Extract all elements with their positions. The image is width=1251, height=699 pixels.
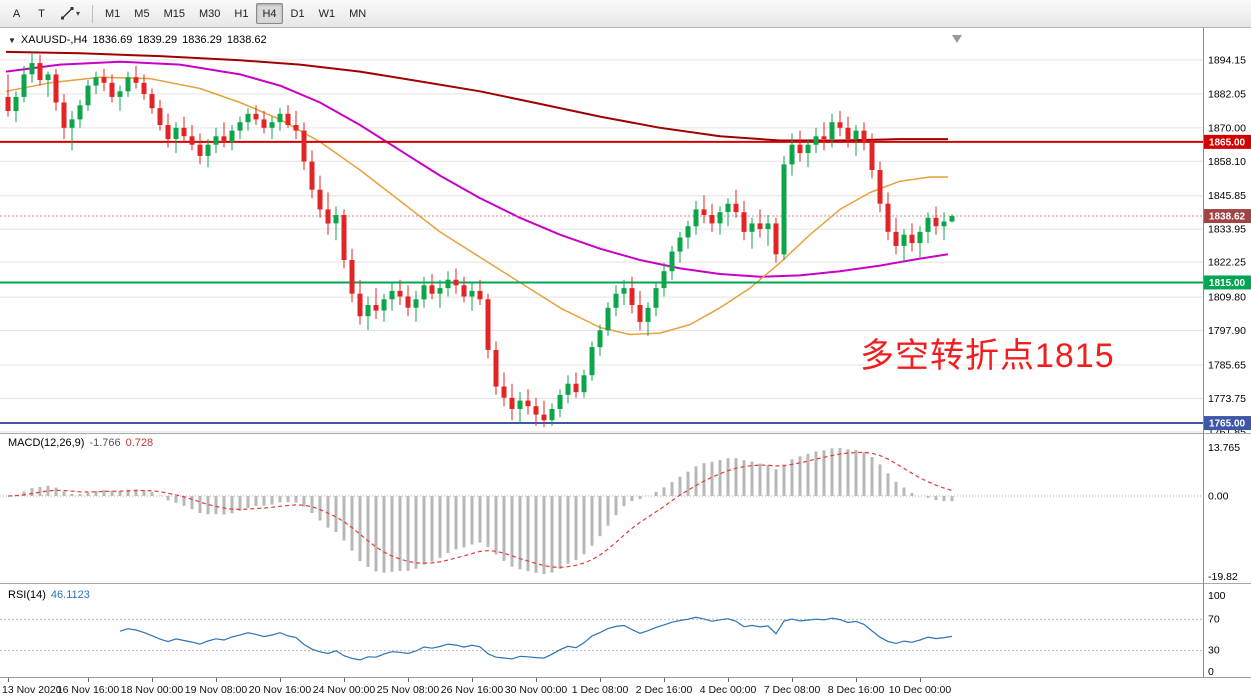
svg-text:1870.00: 1870.00 [1208, 122, 1246, 134]
time-tick [152, 678, 153, 682]
time-tick [88, 678, 89, 682]
timeframe-h1-button[interactable]: H1 [228, 3, 254, 24]
chart-expand-icon[interactable]: ▼ [8, 35, 16, 45]
svg-text:1858.10: 1858.10 [1208, 156, 1246, 168]
svg-text:1838.62: 1838.62 [1209, 212, 1246, 223]
ma-slow-line [5, 50, 948, 142]
time-tick [664, 678, 665, 682]
panel-divider[interactable] [0, 583, 1251, 584]
time-tick [8, 678, 9, 682]
svg-text:1822.25: 1822.25 [1208, 257, 1246, 269]
time-tick [216, 678, 217, 682]
time-axis-label: 18 Nov 00:00 [120, 684, 184, 696]
svg-text:-19.82: -19.82 [1208, 571, 1238, 583]
macd-signal-line [7, 451, 953, 569]
time-tick [856, 678, 857, 682]
time-tick [600, 678, 601, 682]
svg-text:1815.00: 1815.00 [1209, 278, 1246, 289]
svg-text:1809.80: 1809.80 [1208, 292, 1246, 304]
svg-text:70: 70 [1208, 613, 1220, 625]
main-price-chart[interactable]: 1894.15 1882.05 1870.00 1858.10 1845.85 1833.… [0, 28, 1251, 433]
ma-mid-line [5, 60, 949, 278]
svg-text:100: 100 [1208, 590, 1226, 602]
time-tick [536, 678, 537, 682]
chart-shift-marker [952, 35, 962, 43]
toolbar: A T ▾ M1 M5 M15 M30 H1 H4 D1 W1 MN [0, 0, 1251, 28]
time-axis-label: 7 Dec 08:00 [763, 684, 821, 696]
time-axis-label: 19 Nov 08:00 [184, 684, 248, 696]
time-axis-label: 2 Dec 16:00 [635, 684, 693, 696]
ohlc-header: ▼ XAUUSD-,H4 1836.69 1839.29 1836.29 183… [8, 34, 267, 46]
time-axis-label: 4 Dec 00:00 [699, 684, 757, 696]
price-axis-border [1203, 28, 1204, 699]
time-tick [408, 678, 409, 682]
svg-text:1797.90: 1797.90 [1208, 325, 1246, 337]
macd-indicator-panel[interactable]: 13.765 0.00 -19.82 [0, 434, 1251, 583]
time-axis-label: 13 Nov 2020 [2, 684, 62, 696]
svg-text:1865.00: 1865.00 [1209, 137, 1246, 148]
time-tick [920, 678, 921, 682]
trendline-icon [61, 7, 74, 20]
time-tick [344, 678, 345, 682]
time-axis-label: 26 Nov 16:00 [440, 684, 504, 696]
text-style-tool-button[interactable]: A [5, 3, 28, 24]
timeframe-mn-button[interactable]: MN [343, 3, 372, 24]
time-tick [280, 678, 281, 682]
time-axis-label: 16 Nov 16:00 [56, 684, 120, 696]
high-value: 1839.29 [137, 34, 178, 46]
time-tick [792, 678, 793, 682]
svg-text:1894.15: 1894.15 [1208, 54, 1246, 66]
chevron-down-icon: ▾ [76, 9, 81, 18]
svg-text:1765.00: 1765.00 [1209, 419, 1246, 430]
time-axis-label: 10 Dec 00:00 [888, 684, 952, 696]
rsi-indicator-panel[interactable]: 100 70 30 0 [0, 585, 1251, 677]
timeframe-m5-button[interactable]: M5 [128, 3, 155, 24]
svg-text:1833.95: 1833.95 [1208, 224, 1246, 236]
time-axis-label: 1 Dec 08:00 [571, 684, 629, 696]
symbol-period-label: XAUUSD-,H4 [20, 34, 88, 46]
time-axis-label: 20 Nov 16:00 [248, 684, 312, 696]
timeframe-m30-button[interactable]: M30 [193, 3, 226, 24]
time-axis[interactable]: 13 Nov 2020 16 Nov 16:00 18 Nov 00:00 19 No… [0, 677, 1251, 699]
chart-annotation[interactable]: 多空转折点1815 [860, 337, 1115, 375]
timeframe-d1-button[interactable]: D1 [285, 3, 311, 24]
time-axis-label: 30 Nov 00:00 [504, 684, 568, 696]
svg-text:1845.85: 1845.85 [1208, 190, 1246, 202]
open-value: 1836.69 [92, 34, 133, 46]
ma-fast-line [5, 76, 948, 336]
panel-divider[interactable] [0, 433, 1251, 434]
timeframe-w1-button[interactable]: W1 [313, 3, 342, 24]
low-value: 1836.29 [182, 34, 222, 46]
close-value: 1838.62 [226, 34, 267, 46]
toolbar-separator [92, 4, 94, 23]
time-axis-label: 8 Dec 16:00 [827, 684, 885, 696]
drawing-tools-dropdown-button[interactable]: ▾ [55, 3, 86, 24]
timeframe-m15-button[interactable]: M15 [158, 3, 191, 24]
text-tool-button[interactable]: T [30, 3, 53, 24]
svg-text:1882.05: 1882.05 [1208, 88, 1246, 100]
time-axis-label: 25 Nov 08:00 [376, 684, 440, 696]
svg-text:13.765: 13.765 [1208, 442, 1240, 454]
svg-text:30: 30 [1208, 645, 1220, 657]
time-tick [728, 678, 729, 682]
svg-text:0.00: 0.00 [1208, 491, 1229, 503]
timeframe-m1-button[interactable]: M1 [99, 3, 126, 24]
rsi-line [119, 616, 953, 661]
time-axis-label: 24 Nov 00:00 [312, 684, 376, 696]
timeframe-h4-button[interactable]: H4 [256, 3, 283, 24]
svg-text:1773.75: 1773.75 [1208, 393, 1246, 405]
svg-text:0: 0 [1208, 666, 1214, 677]
time-tick [472, 678, 473, 682]
svg-text:1785.65: 1785.65 [1208, 359, 1246, 371]
